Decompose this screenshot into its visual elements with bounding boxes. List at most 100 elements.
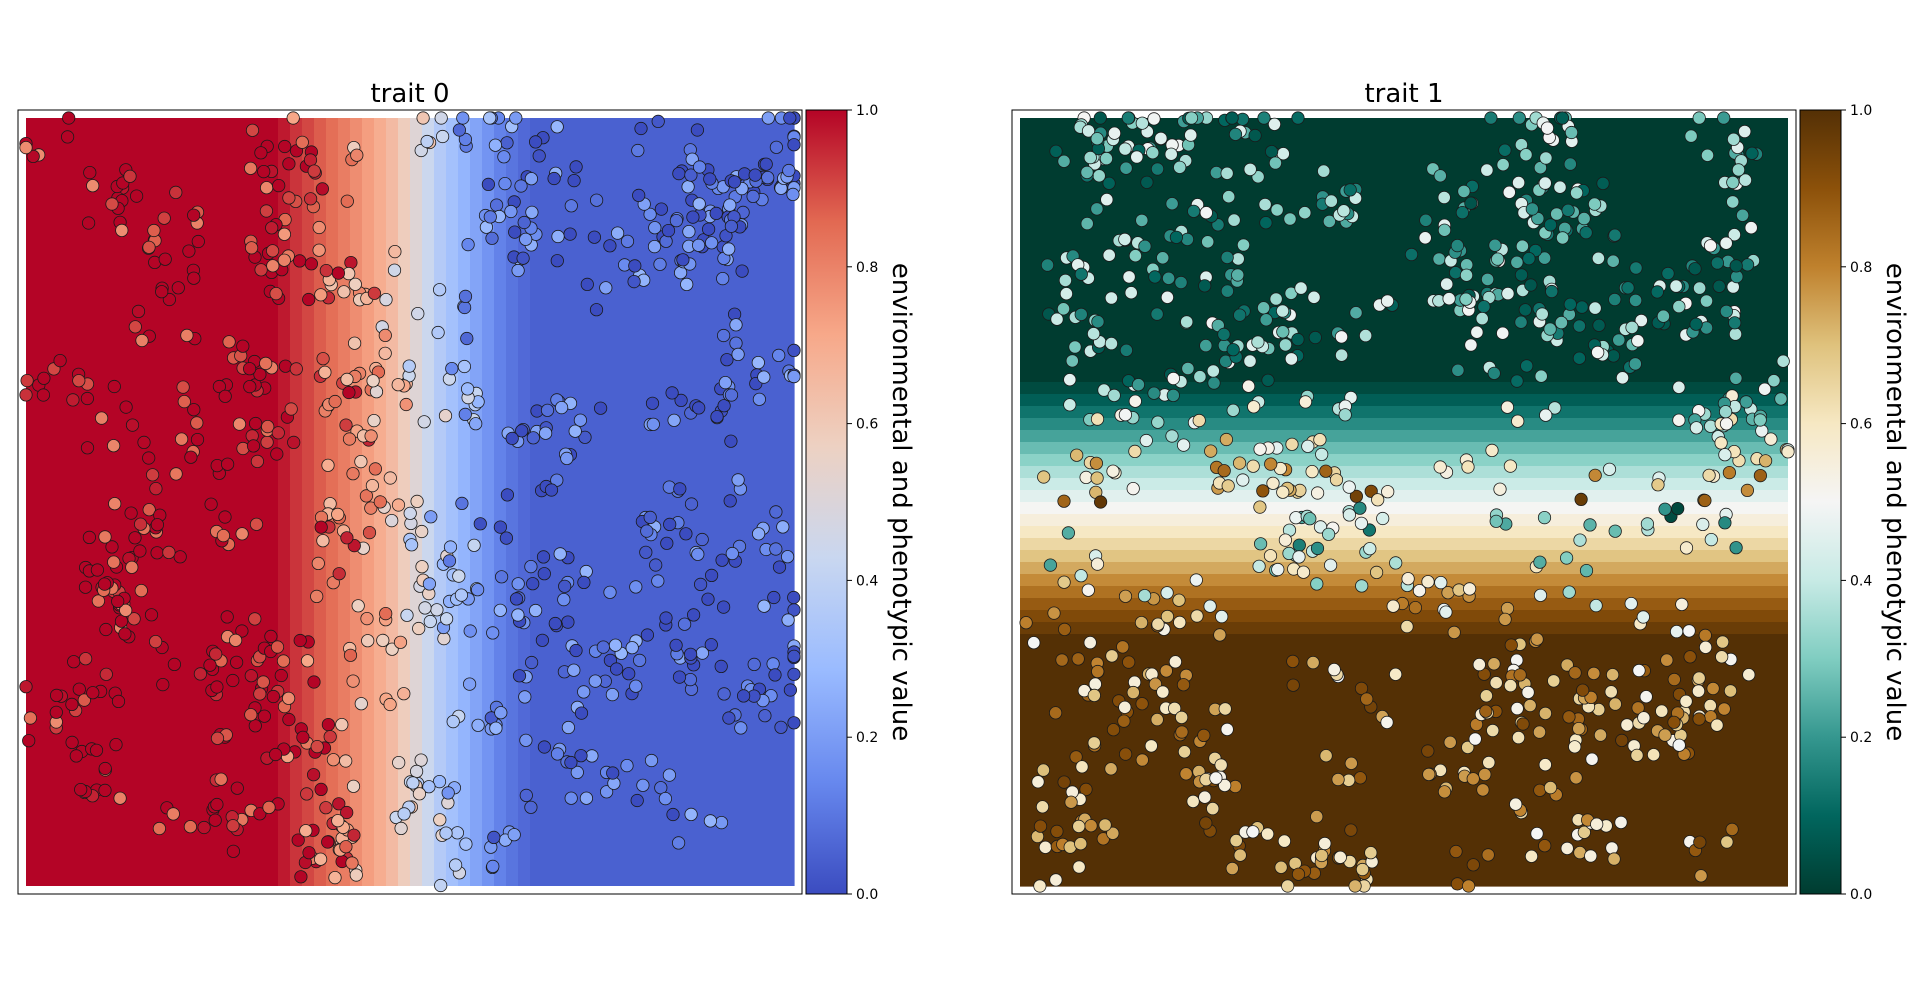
individual-point (72, 682, 86, 696)
individual-point (783, 683, 798, 697)
individual-point (82, 530, 97, 545)
individual-point (1292, 538, 1306, 552)
raster-cell (134, 118, 147, 886)
individual-point (78, 580, 93, 594)
individual-point (1440, 277, 1454, 291)
raster-cell (1020, 322, 1788, 335)
individual-point (524, 559, 538, 574)
individual-point (577, 575, 591, 590)
individual-point (645, 396, 660, 410)
individual-point (667, 413, 681, 427)
individual-point (89, 743, 104, 757)
individual-point (679, 527, 693, 541)
individual-point (173, 550, 187, 564)
individual-point (1650, 285, 1664, 299)
individual-point (343, 648, 358, 662)
individual-point (300, 654, 315, 668)
raster-cell (314, 118, 327, 886)
individual-point (150, 546, 164, 560)
individual-point (1742, 668, 1756, 682)
individual-point (277, 253, 291, 267)
individual-point (1276, 325, 1290, 339)
individual-point (1310, 541, 1325, 556)
individual-point (511, 577, 525, 591)
individual-point (1310, 577, 1324, 591)
individual-point (1359, 328, 1373, 343)
individual-point (1513, 668, 1527, 682)
individual-point (704, 568, 719, 583)
individual-point (1449, 844, 1463, 859)
individual-point (1694, 869, 1708, 883)
individual-point (1177, 438, 1191, 452)
individual-point (1156, 251, 1170, 265)
individual-point (524, 800, 538, 814)
individual-point (1164, 147, 1178, 161)
individual-point (383, 471, 397, 485)
individual-point (691, 547, 705, 561)
individual-point (388, 245, 402, 259)
individual-point (1579, 563, 1594, 578)
individual-point (1698, 493, 1712, 508)
individual-point (1165, 197, 1179, 211)
individual-point (287, 435, 301, 449)
individual-point (690, 123, 705, 137)
individual-point (1522, 252, 1536, 266)
individual-point (1306, 655, 1320, 670)
individual-point (1563, 157, 1577, 171)
individual-point (1482, 755, 1496, 770)
individual-point (640, 628, 655, 642)
individual-point (1105, 649, 1119, 663)
individual-point (684, 497, 699, 511)
individual-point (1315, 447, 1329, 461)
individual-point (1335, 348, 1349, 362)
individual-point (410, 494, 424, 508)
individual-point (1669, 279, 1683, 293)
individual-point (629, 580, 643, 594)
individual-point (483, 111, 497, 125)
individual-point (489, 198, 504, 212)
individual-point (714, 659, 728, 674)
raster-cell (1020, 502, 1788, 515)
individual-point (1276, 485, 1290, 499)
individual-point (458, 289, 473, 303)
individual-point (1031, 775, 1045, 789)
individual-point (1256, 484, 1270, 498)
individual-point (518, 690, 532, 704)
individual-point (1283, 212, 1297, 226)
individual-point (673, 482, 687, 496)
individual-point (293, 633, 307, 648)
individual-point (1572, 319, 1587, 333)
individual-point (574, 749, 588, 763)
individual-point (1704, 532, 1718, 547)
individual-point (1753, 468, 1768, 483)
individual-point (1231, 252, 1245, 266)
individual-point (1525, 202, 1539, 216)
individual-point (1651, 478, 1665, 492)
individual-point (144, 608, 159, 622)
individual-point (1102, 248, 1116, 262)
individual-point (1386, 599, 1400, 613)
individual-point (1334, 330, 1349, 344)
individual-point (1759, 454, 1773, 468)
individual-point (1333, 850, 1347, 864)
individual-point (1731, 163, 1746, 177)
individual-point (212, 379, 226, 394)
individual-point (226, 819, 240, 833)
individual-point (1767, 374, 1781, 388)
individual-point (1710, 718, 1724, 732)
individual-point (1548, 401, 1562, 415)
individual-point (1160, 290, 1175, 304)
raster-cell (1020, 490, 1788, 503)
individual-point (1102, 176, 1116, 190)
individual-point (672, 167, 686, 181)
individual-point (599, 281, 613, 295)
individual-point (80, 441, 95, 455)
individual-point (695, 532, 709, 547)
individual-point (471, 718, 485, 732)
individual-point (680, 277, 694, 291)
individual-point (354, 454, 368, 469)
individual-point (512, 669, 527, 683)
individual-point (1093, 111, 1107, 125)
individual-point (214, 772, 228, 786)
individual-point (1719, 417, 1734, 431)
